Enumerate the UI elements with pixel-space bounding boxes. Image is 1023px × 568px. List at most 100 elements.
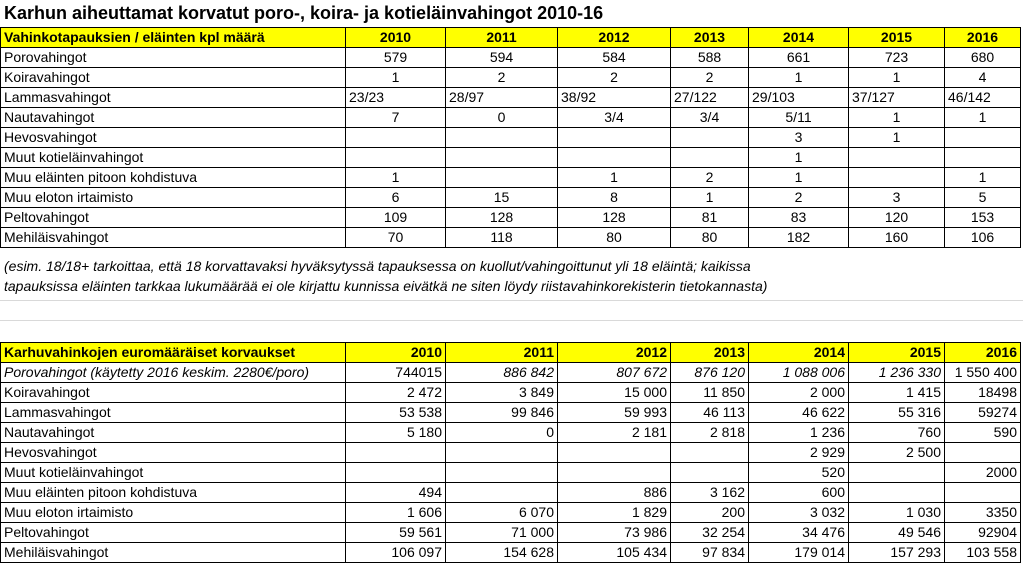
year-header-cell[interactable]: 2013 (670, 27, 749, 48)
year-header-cell[interactable]: 2011 (445, 27, 558, 48)
value-cell[interactable]: 38/92 (557, 87, 671, 108)
value-cell[interactable] (557, 127, 671, 148)
value-cell[interactable]: 1 (748, 147, 849, 168)
value-cell[interactable]: 1 (848, 67, 945, 88)
value-cell[interactable]: 3 032 (748, 502, 849, 523)
value-cell[interactable]: 106 (944, 227, 1021, 248)
row-label-cell[interactable]: Hevosvahingot (0, 127, 346, 148)
value-cell[interactable] (445, 127, 558, 148)
value-cell[interactable]: 70 (345, 227, 446, 248)
value-cell[interactable] (848, 482, 945, 503)
value-cell[interactable]: 5 180 (345, 422, 446, 443)
value-cell[interactable]: 59 561 (345, 522, 446, 543)
value-cell[interactable]: 4 (944, 67, 1021, 88)
row-label-cell[interactable]: Peltovahingot (0, 207, 346, 228)
value-cell[interactable]: 83 (748, 207, 849, 228)
value-cell[interactable]: 807 672 (557, 362, 671, 383)
value-cell[interactable]: 3/4 (670, 107, 749, 128)
value-cell[interactable] (345, 127, 446, 148)
year-header-cell[interactable]: 2015 (848, 27, 945, 48)
value-cell[interactable]: 680 (944, 47, 1021, 68)
value-cell[interactable]: 154 628 (445, 542, 558, 563)
value-cell[interactable]: 584 (557, 47, 671, 68)
value-cell[interactable] (445, 442, 558, 463)
value-cell[interactable]: 18498 (944, 382, 1021, 403)
row-label-cell[interactable]: Muut kotieläinvahingot (0, 462, 346, 483)
value-cell[interactable]: 92904 (944, 522, 1021, 543)
year-header-cell[interactable]: 2012 (557, 342, 671, 363)
row-label-cell[interactable]: Lammasvahingot (0, 87, 346, 108)
value-cell[interactable]: 0 (445, 422, 558, 443)
value-cell[interactable]: 1 550 400 (944, 362, 1021, 383)
value-cell[interactable]: 3/4 (557, 107, 671, 128)
value-cell[interactable]: 1 606 (345, 502, 446, 523)
value-cell[interactable] (848, 167, 945, 188)
value-cell[interactable] (848, 147, 945, 168)
year-header-cell[interactable]: 2016 (944, 27, 1021, 48)
value-cell[interactable] (944, 127, 1021, 148)
value-cell[interactable]: 1 (944, 167, 1021, 188)
value-cell[interactable] (944, 442, 1021, 463)
row-label-cell[interactable]: Mehiläisvahingot (0, 542, 346, 563)
value-cell[interactable]: 27/122 (670, 87, 749, 108)
value-cell[interactable] (848, 462, 945, 483)
value-cell[interactable]: 2 (670, 167, 749, 188)
year-header-cell[interactable]: 2016 (944, 342, 1021, 363)
value-cell[interactable] (557, 147, 671, 168)
value-cell[interactable]: 1 (848, 127, 945, 148)
value-cell[interactable]: 590 (944, 422, 1021, 443)
value-cell[interactable]: 1 (748, 167, 849, 188)
value-cell[interactable] (557, 442, 671, 463)
value-cell[interactable]: 46/142 (944, 87, 1021, 108)
value-cell[interactable] (345, 147, 446, 168)
value-cell[interactable]: 1 (848, 107, 945, 128)
value-cell[interactable]: 11 850 (670, 382, 749, 403)
value-cell[interactable]: 2 (670, 67, 749, 88)
value-cell[interactable]: 1 (944, 107, 1021, 128)
header-label-cell[interactable]: Karhuvahinkojen euromääräiset korvaukset (0, 342, 346, 363)
value-cell[interactable]: 105 434 (557, 542, 671, 563)
value-cell[interactable]: 2 818 (670, 422, 749, 443)
value-cell[interactable]: 80 (557, 227, 671, 248)
value-cell[interactable]: 128 (445, 207, 558, 228)
value-cell[interactable]: 59274 (944, 402, 1021, 423)
value-cell[interactable]: 128 (557, 207, 671, 228)
value-cell[interactable]: 3 162 (670, 482, 749, 503)
value-cell[interactable]: 2 000 (748, 382, 849, 403)
value-cell[interactable]: 118 (445, 227, 558, 248)
value-cell[interactable]: 120 (848, 207, 945, 228)
row-label-cell[interactable]: Nautavahingot (0, 107, 346, 128)
year-header-cell[interactable]: 2010 (345, 342, 446, 363)
value-cell[interactable]: 1 236 330 (848, 362, 945, 383)
row-label-cell[interactable]: Hevosvahingot (0, 442, 346, 463)
value-cell[interactable]: 160 (848, 227, 945, 248)
value-cell[interactable]: 71 000 (445, 522, 558, 543)
value-cell[interactable]: 8 (557, 187, 671, 208)
value-cell[interactable] (445, 482, 558, 503)
value-cell[interactable]: 723 (848, 47, 945, 68)
row-label-cell[interactable]: Muu eläinten pitoon kohdistuva (0, 482, 346, 503)
value-cell[interactable]: 6 (345, 187, 446, 208)
value-cell[interactable]: 1 415 (848, 382, 945, 403)
row-label-cell[interactable]: Nautavahingot (0, 422, 346, 443)
value-cell[interactable]: 0 (445, 107, 558, 128)
value-cell[interactable]: 1 (345, 167, 446, 188)
value-cell[interactable]: 2 500 (848, 442, 945, 463)
value-cell[interactable]: 1 (748, 67, 849, 88)
value-cell[interactable]: 588 (670, 47, 749, 68)
value-cell[interactable]: 23/23 (345, 87, 446, 108)
value-cell[interactable]: 182 (748, 227, 849, 248)
value-cell[interactable]: 109 (345, 207, 446, 228)
value-cell[interactable] (345, 442, 446, 463)
value-cell[interactable] (944, 147, 1021, 168)
year-header-cell[interactable]: 2014 (748, 342, 849, 363)
row-label-cell[interactable]: Lammasvahingot (0, 402, 346, 423)
value-cell[interactable]: 661 (748, 47, 849, 68)
value-cell[interactable]: 46 113 (670, 402, 749, 423)
value-cell[interactable]: 520 (748, 462, 849, 483)
row-label-cell[interactable]: Porovahingot (0, 47, 346, 68)
value-cell[interactable]: 2 181 (557, 422, 671, 443)
value-cell[interactable]: 1 829 (557, 502, 671, 523)
value-cell[interactable]: 3 (748, 127, 849, 148)
value-cell[interactable]: 2 472 (345, 382, 446, 403)
